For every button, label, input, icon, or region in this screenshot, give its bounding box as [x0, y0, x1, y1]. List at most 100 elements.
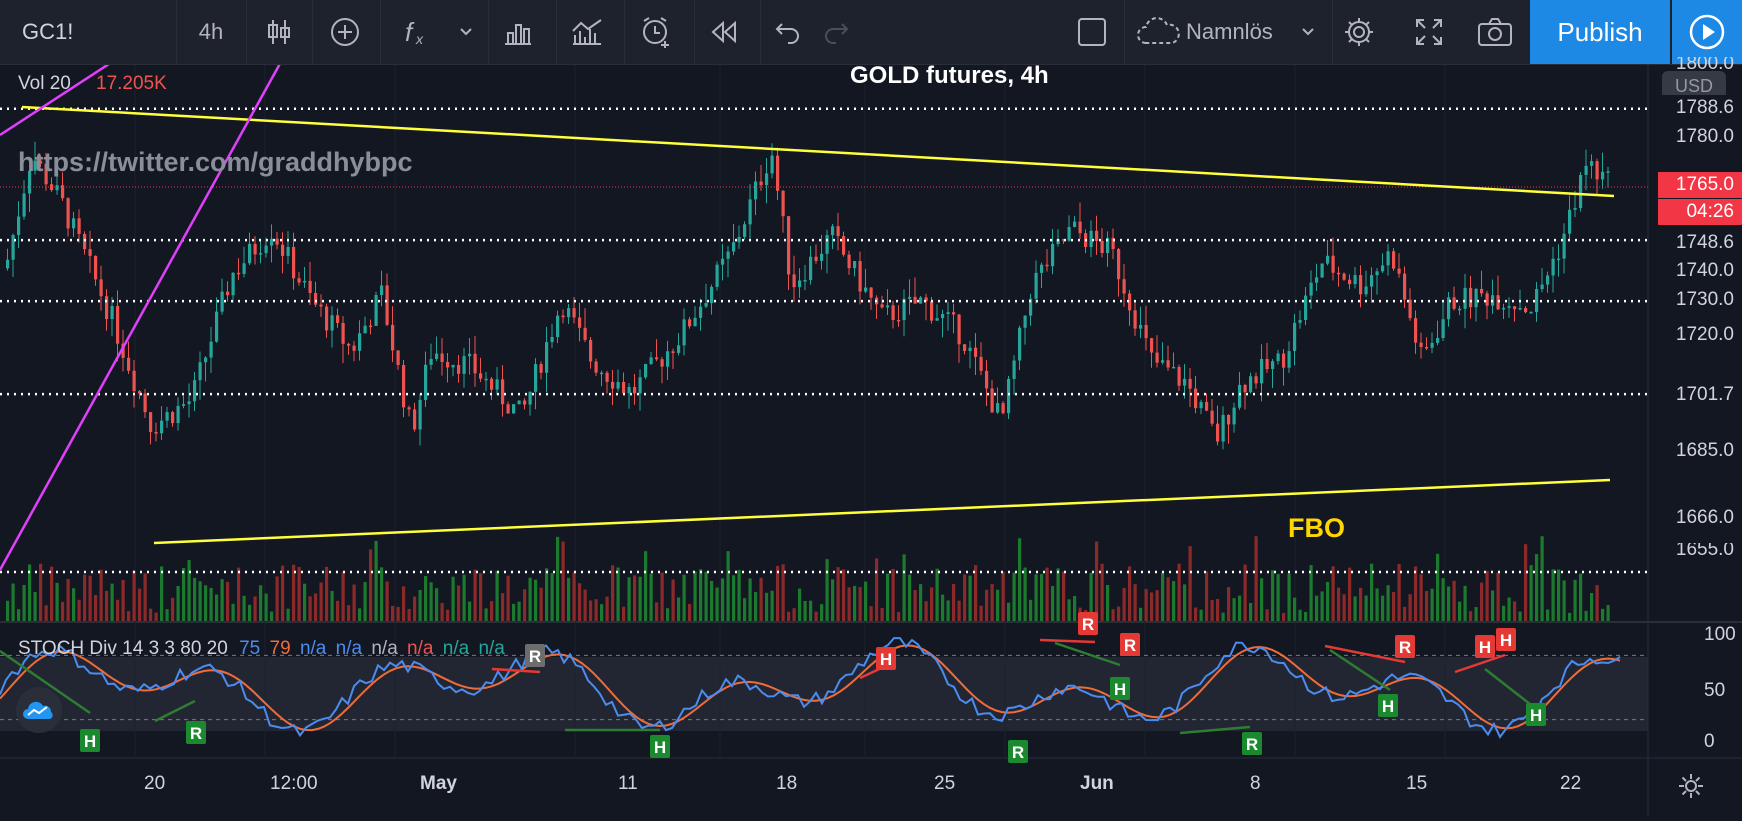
tradingview-logo-icon[interactable]	[16, 687, 62, 733]
stoch-legend: STOCH Div 14 3 3 80 20 75 79 n/a n/a n/a…	[18, 638, 505, 660]
layout-name[interactable]: Namnlös	[1186, 19, 1273, 44]
volume-bar	[952, 583, 956, 621]
price-tick: 1720.0	[1675, 324, 1734, 345]
toolbar-divider	[556, 0, 557, 64]
candle-body	[842, 236, 846, 255]
chart-settings-gear-icon[interactable]	[1676, 771, 1706, 801]
bar-replay-chart-icon[interactable]	[566, 0, 608, 64]
candle-body	[1568, 209, 1572, 234]
interval-selector[interactable]: 4h	[198, 19, 224, 44]
time-tick: May	[420, 773, 457, 794]
publish-button[interactable]: Publish	[1530, 0, 1670, 64]
candle-body	[1155, 352, 1159, 363]
divergence-marker-label: H	[1382, 697, 1394, 716]
compare-add-icon[interactable]	[322, 0, 368, 64]
candle-body	[1133, 310, 1137, 329]
divergence-line	[1179, 725, 1251, 735]
candle-body	[583, 327, 587, 340]
candle-body	[924, 297, 928, 302]
volume-bar	[688, 604, 692, 621]
divergence-marker-label: H	[880, 650, 892, 669]
candle-body	[1144, 324, 1148, 339]
volume-bar	[693, 571, 697, 621]
candle-body	[391, 324, 395, 351]
volume-bar	[468, 601, 472, 621]
volume-bar	[754, 592, 758, 621]
volume-bar	[875, 558, 879, 621]
play-circle-icon[interactable]	[1672, 0, 1742, 64]
divergence-marker-label: H	[1114, 680, 1126, 699]
candle-body	[1056, 239, 1060, 245]
fullscreen-box-icon[interactable]	[1070, 0, 1114, 64]
volume-bar	[77, 599, 81, 621]
divergence-marker-bg	[1496, 628, 1516, 651]
candle-body	[1397, 268, 1401, 274]
financials-icon[interactable]	[498, 0, 538, 64]
level-label: 1788.6	[1658, 95, 1742, 121]
candle-body	[853, 261, 857, 269]
candle-body	[935, 318, 939, 321]
candle-body	[1282, 353, 1286, 368]
candle-body	[1309, 282, 1313, 296]
volume-bar	[605, 596, 609, 621]
chevron-down-icon[interactable]	[452, 0, 480, 64]
fullscreen-expand-icon[interactable]	[1408, 0, 1450, 64]
volume-bar	[1161, 572, 1165, 621]
settings-gear-icon[interactable]	[1338, 0, 1380, 64]
volume-bar	[1221, 612, 1225, 621]
volume-bar	[550, 573, 554, 621]
upper-trendline	[21, 105, 1615, 198]
volume-bar	[1568, 612, 1572, 621]
candle-body	[242, 263, 246, 274]
candle-style-icon[interactable]	[256, 0, 302, 64]
stoch-na: n/a	[371, 638, 398, 659]
stoch-axis-tick: 100	[1704, 624, 1736, 645]
volume-bar	[963, 574, 967, 621]
redo-icon[interactable]	[818, 0, 854, 64]
volume-bar	[1590, 593, 1594, 621]
volume-bar	[435, 588, 439, 621]
replay-rewind-icon[interactable]	[704, 0, 744, 64]
volume-bar	[1381, 595, 1385, 621]
candle-body	[913, 296, 917, 304]
candle-body	[957, 314, 961, 345]
volume-bar	[809, 600, 813, 621]
candle-body	[270, 238, 274, 246]
toolbar-divider	[176, 0, 177, 64]
candle-body	[1452, 297, 1456, 309]
volume-bar	[61, 601, 65, 621]
toolbar-divider	[624, 0, 625, 64]
volume-bar	[1265, 609, 1269, 621]
volume-bar	[891, 568, 895, 621]
candle-body	[347, 343, 351, 346]
toolbar-divider	[246, 0, 247, 64]
stoch-k-line	[0, 637, 1621, 739]
snapshot-camera-icon[interactable]	[1472, 0, 1518, 64]
candle-body	[1040, 264, 1044, 273]
candle-body	[385, 285, 389, 325]
undo-icon[interactable]	[770, 0, 806, 64]
candle-body	[1370, 275, 1374, 287]
cloud-icon[interactable]	[1134, 0, 1184, 64]
candle-body	[1546, 275, 1550, 285]
price-pane[interactable]	[0, 65, 1648, 621]
volume-bar	[1232, 598, 1236, 621]
layout-chevron-down-icon[interactable]	[1294, 0, 1322, 64]
volume-bar	[402, 586, 406, 621]
candle-body	[1034, 272, 1038, 299]
volume-bar	[1007, 602, 1011, 621]
candle-body	[1557, 258, 1561, 261]
candle-body	[1573, 208, 1577, 210]
symbol-search[interactable]: GC1!	[22, 19, 74, 44]
candle-body	[1293, 322, 1297, 352]
candle-body	[171, 412, 175, 424]
volume-bar	[490, 601, 494, 621]
candle-body	[418, 399, 422, 430]
alert-clock-icon[interactable]	[634, 0, 678, 64]
toolbar-divider	[1124, 0, 1125, 64]
volume-bar	[1491, 590, 1495, 621]
volume-bar	[275, 576, 279, 621]
